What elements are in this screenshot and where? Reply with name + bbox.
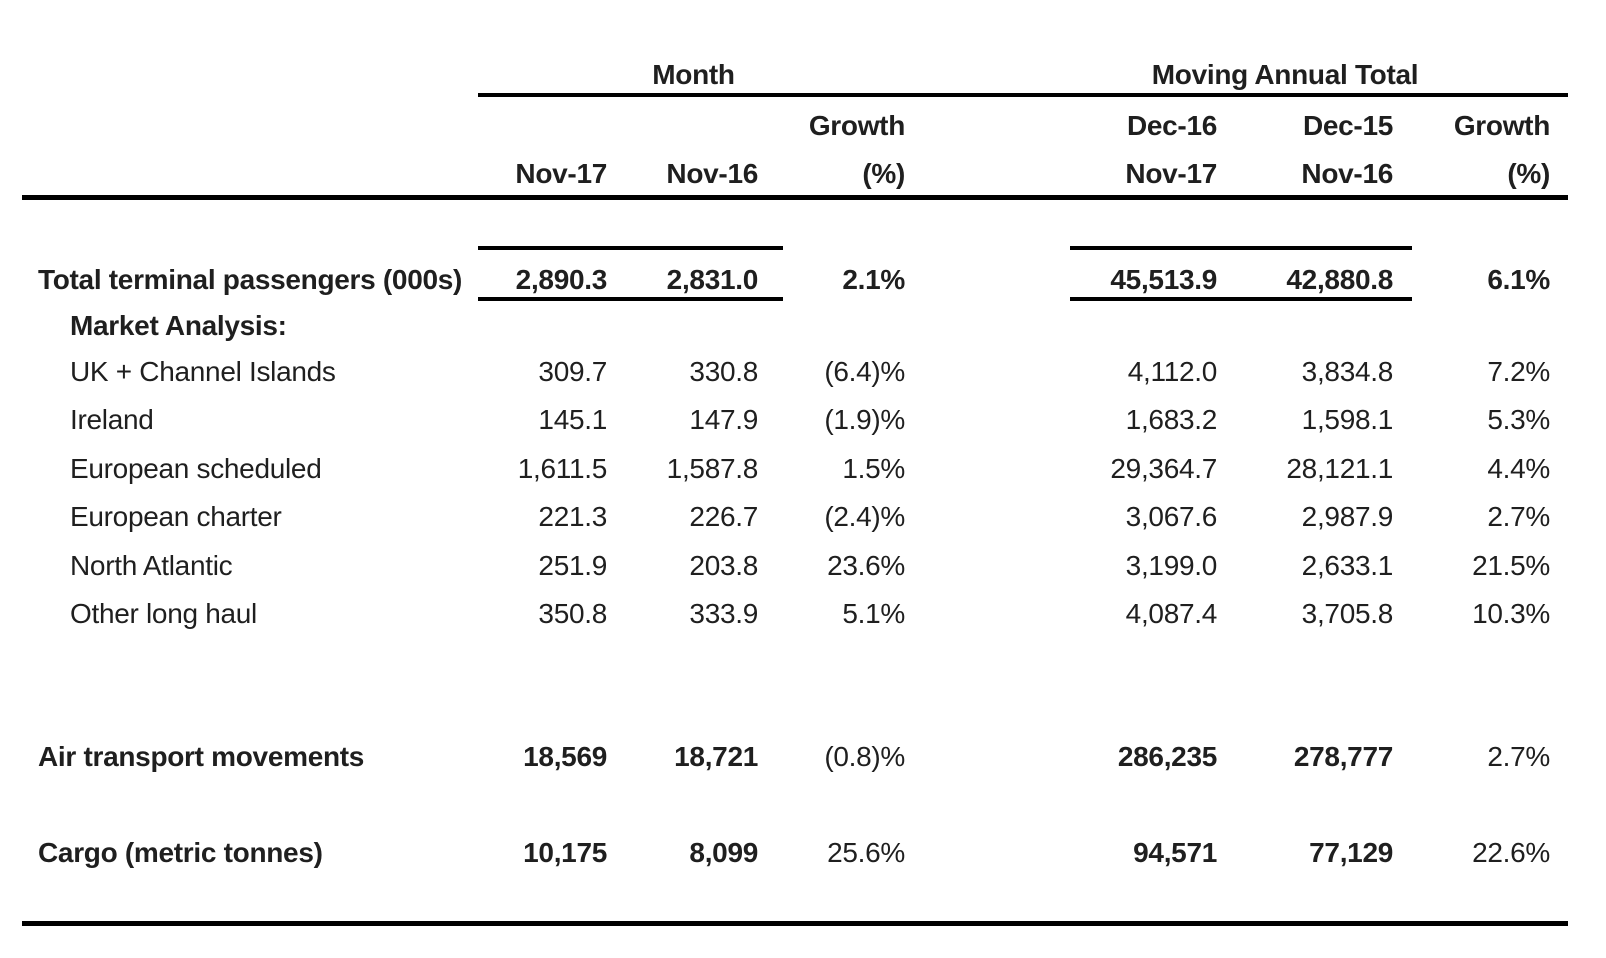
column-header-row-1: Growth Dec-16 Dec-15 Growth xyxy=(22,109,1550,143)
cell-mat-cur: 4,112.0 xyxy=(1127,356,1218,387)
moving-annual-total-group-header: Moving Annual Total xyxy=(1151,59,1419,90)
table-row-market-analysis-heading: Market Analysis: xyxy=(22,309,1550,343)
cell-month-growth: 5.1% xyxy=(842,598,905,629)
cell-month-growth: 23.6% xyxy=(827,550,905,581)
mat-growth-header-line2: (%) xyxy=(1507,158,1550,189)
month-cur-header: Nov-17 xyxy=(515,158,607,189)
cell-month-cur: 221.3 xyxy=(538,501,607,532)
row-label: Cargo (metric tonnes) xyxy=(38,837,323,868)
cell-month-cur: 2,890.3 xyxy=(515,264,608,295)
cell-month-cur: 350.8 xyxy=(538,598,607,629)
cell-mat-prev: 2,633.1 xyxy=(1301,550,1394,581)
cell-mat-cur: 3,067.6 xyxy=(1125,501,1218,532)
table-row-european-charter: European charter 221.3 226.7 (2.4)% 3,06… xyxy=(22,500,1550,534)
cell-month-cur: 18,569 xyxy=(523,741,607,772)
table-row-other-long-haul: Other long haul 350.8 333.9 5.1% 4,087.4… xyxy=(22,597,1550,631)
column-header-row-2: Nov-17 Nov-16 (%) Nov-17 Nov-16 (%) xyxy=(22,157,1550,191)
mat-cur-header-line2: Nov-17 xyxy=(1125,158,1217,189)
cell-mat-prev: 3,705.8 xyxy=(1301,598,1394,629)
cell-month-growth: (6.4)% xyxy=(824,356,905,387)
cell-mat-cur: 1,683.2 xyxy=(1125,404,1218,435)
cell-mat-growth: 4.4% xyxy=(1487,453,1550,484)
row-label: Ireland xyxy=(70,404,154,435)
cell-month-prev: 330.8 xyxy=(689,356,758,387)
cell-month-growth: (1.9)% xyxy=(824,404,905,435)
mat-cur-header-line1: Dec-16 xyxy=(1126,110,1217,141)
cell-mat-growth: 6.1% xyxy=(1487,264,1550,295)
month-growth-header-line2: (%) xyxy=(862,158,905,189)
cell-month-prev: 8,099 xyxy=(689,837,758,868)
row-label: Total terminal passengers (000s) xyxy=(38,264,463,295)
cell-month-growth: 25.6% xyxy=(827,837,905,868)
header-bottom-rule xyxy=(22,195,1568,200)
cell-month-prev: 18,721 xyxy=(674,741,758,772)
cell-month-prev: 2,831.0 xyxy=(666,264,759,295)
row-label: Market Analysis: xyxy=(70,310,287,341)
cell-mat-growth: 10.3% xyxy=(1472,598,1550,629)
row-label: European charter xyxy=(70,501,282,532)
table-row-air-transport-movements: Air transport movements 18,569 18,721 (0… xyxy=(22,740,1550,774)
cell-month-cur: 145.1 xyxy=(538,404,607,435)
mat-prev-header-line1: Dec-15 xyxy=(1302,110,1393,141)
cell-mat-growth: 7.2% xyxy=(1487,356,1550,387)
cell-mat-cur: 4,087.4 xyxy=(1125,598,1218,629)
cell-mat-growth: 5.3% xyxy=(1487,404,1550,435)
month-growth-header-line1: Growth xyxy=(808,110,905,141)
cell-month-prev: 1,587.8 xyxy=(666,453,759,484)
cell-mat-cur: 94,571 xyxy=(1133,837,1217,868)
cell-month-prev: 226.7 xyxy=(689,501,758,532)
table-row-ireland: Ireland 145.1 147.9 (1.9)% 1,683.2 1,598… xyxy=(22,403,1550,437)
cell-mat-prev: 77,129 xyxy=(1309,837,1393,868)
cell-month-growth: (2.4)% xyxy=(824,501,905,532)
cell-mat-prev: 42,880.8 xyxy=(1286,264,1393,295)
cell-month-cur: 1,611.5 xyxy=(517,453,608,484)
row-label: North Atlantic xyxy=(70,550,233,581)
row-label: European scheduled xyxy=(70,453,322,484)
cell-mat-cur: 29,364.7 xyxy=(1110,453,1217,484)
cell-mat-prev: 1,598.1 xyxy=(1301,404,1394,435)
table-row-total-terminal-passengers: Total terminal passengers (000s) 2,890.3… xyxy=(22,263,1550,297)
cell-mat-cur: 286,235 xyxy=(1117,741,1217,772)
cell-mat-prev: 28,121.1 xyxy=(1286,453,1393,484)
row-label: Air transport movements xyxy=(38,741,365,772)
cell-month-cur: 251.9 xyxy=(538,550,607,581)
cell-mat-growth: 21.5% xyxy=(1472,550,1550,581)
group-header-underline xyxy=(478,93,1568,97)
mat-prev-header-line2: Nov-16 xyxy=(1301,158,1393,189)
cell-month-growth: 1.5% xyxy=(842,453,905,484)
cell-mat-growth: 2.7% xyxy=(1487,501,1550,532)
table-row-north-atlantic: North Atlantic 251.9 203.8 23.6% 3,199.0… xyxy=(22,549,1550,583)
cell-month-cur: 10,175 xyxy=(523,837,607,868)
cell-mat-cur: 45,513.9 xyxy=(1110,264,1217,295)
cell-mat-prev: 2,987.9 xyxy=(1301,501,1394,532)
total-month-figures-box xyxy=(478,246,783,301)
table-bottom-rule xyxy=(22,921,1568,926)
cell-month-prev: 203.8 xyxy=(689,550,758,581)
cell-mat-cur: 3,199.0 xyxy=(1125,550,1218,581)
table-row-uk-channel-islands: UK + Channel Islands 309.7 330.8 (6.4)% … xyxy=(22,355,1550,389)
mat-growth-header-line1: Growth xyxy=(1453,110,1550,141)
cell-mat-prev: 3,834.8 xyxy=(1301,356,1394,387)
cell-month-prev: 333.9 xyxy=(689,598,758,629)
table-row-european-scheduled: European scheduled 1,611.5 1,587.8 1.5% … xyxy=(22,452,1550,486)
cell-month-prev: 147.9 xyxy=(689,404,758,435)
table-row-cargo: Cargo (metric tonnes) 10,175 8,099 25.6%… xyxy=(22,836,1550,870)
row-label: Other long haul xyxy=(70,598,257,629)
cell-mat-prev: 278,777 xyxy=(1293,741,1393,772)
cell-month-cur: 309.7 xyxy=(538,356,607,387)
month-group-header: Month xyxy=(652,59,735,90)
row-label: UK + Channel Islands xyxy=(70,356,336,387)
cell-mat-growth: 22.6% xyxy=(1472,837,1550,868)
total-mat-figures-box xyxy=(1070,246,1412,301)
month-prev-header: Nov-16 xyxy=(666,158,758,189)
cell-month-growth: 2.1% xyxy=(842,264,905,295)
cell-month-growth: (0.8)% xyxy=(824,741,905,772)
cell-mat-growth: 2.7% xyxy=(1487,741,1550,772)
